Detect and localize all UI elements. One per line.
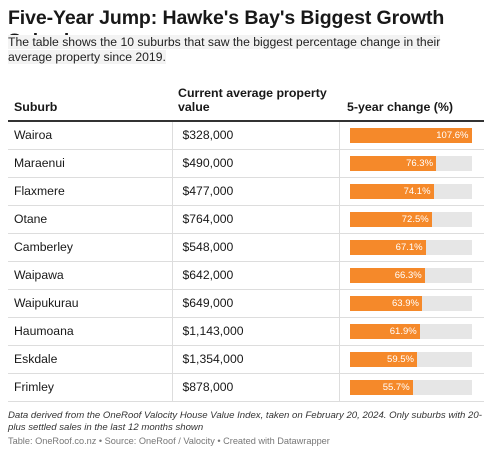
table-row: Wairoa $328,000 107.6% bbox=[8, 121, 484, 150]
suburb-cell: Flaxmere bbox=[8, 177, 172, 206]
suburb-cell: Eskdale bbox=[8, 345, 172, 374]
bar-fill bbox=[349, 211, 432, 227]
bar-value-label: 63.9% bbox=[392, 297, 419, 309]
suburb-cell: Otane bbox=[8, 205, 172, 234]
suburb-cell: Maraenui bbox=[8, 149, 172, 178]
table-row: Waipawa $642,000 66.3% bbox=[8, 261, 484, 290]
bar-value-label: 59.5% bbox=[387, 353, 414, 365]
bar-value-label: 72.5% bbox=[401, 213, 429, 225]
bar-track: 72.5% bbox=[349, 211, 472, 227]
bar-track: 61.9% bbox=[349, 323, 472, 339]
bar-track: 59.5% bbox=[349, 351, 472, 367]
bar-value-label: 76.3% bbox=[406, 157, 434, 169]
suburb-cell: Camberley bbox=[8, 233, 172, 262]
change-cell: 59.5% bbox=[338, 345, 484, 374]
bar-fill bbox=[349, 239, 426, 255]
change-cell: 107.6% bbox=[338, 121, 484, 150]
chart-source: Table: OneRoof.co.nz • Source: OneRoof /… bbox=[8, 436, 330, 446]
change-cell: 61.9% bbox=[338, 317, 484, 346]
suburb-cell: Waipawa bbox=[8, 261, 172, 290]
growth-table: Suburb Current average property value 5-… bbox=[8, 80, 484, 402]
table-row: Haumoana $1,143,000 61.9% bbox=[8, 317, 484, 346]
bar-fill bbox=[349, 267, 425, 283]
suburb-cell: Frimley bbox=[8, 373, 172, 402]
change-cell: 66.3% bbox=[338, 261, 484, 290]
bar-value-label: 61.9% bbox=[389, 325, 417, 337]
chart-subtitle-text: The table shows the 10 suburbs that saw … bbox=[8, 35, 441, 64]
bar-value-label: 55.7% bbox=[382, 381, 410, 393]
bar-fill bbox=[349, 155, 436, 171]
table-header-row: Suburb Current average property value 5-… bbox=[8, 80, 484, 122]
bar-value-label: 107.6% bbox=[436, 129, 469, 141]
price-cell: $1,354,000 bbox=[171, 345, 339, 374]
bar-fill bbox=[349, 295, 422, 311]
table-row: Flaxmere $477,000 74.1% bbox=[8, 177, 484, 206]
suburb-cell: Waipukurau bbox=[8, 289, 172, 318]
change-cell: 63.9% bbox=[338, 289, 484, 318]
change-cell: 55.7% bbox=[338, 373, 484, 402]
table-body: Wairoa $328,000 107.6% Maraenui $490,000 76.3… bbox=[8, 121, 484, 402]
price-cell: $328,000 bbox=[171, 121, 339, 150]
table-row: Camberley $548,000 67.1% bbox=[8, 233, 484, 262]
bar-track: 107.6% bbox=[349, 127, 472, 143]
bar-fill bbox=[349, 379, 413, 395]
bar-track: 74.1% bbox=[349, 183, 472, 199]
column-header-suburb: Suburb bbox=[8, 80, 172, 122]
price-cell: $649,000 bbox=[171, 289, 339, 318]
suburb-cell: Wairoa bbox=[8, 121, 172, 150]
price-cell: $764,000 bbox=[171, 205, 339, 234]
price-cell: $490,000 bbox=[171, 149, 339, 178]
table-row: Otane $764,000 72.5% bbox=[8, 205, 484, 234]
bar-value-label: 66.3% bbox=[394, 269, 422, 281]
bar-value-label: 67.1% bbox=[395, 241, 423, 253]
column-header-change: 5-year change (%) bbox=[339, 80, 484, 122]
bar-fill bbox=[349, 351, 417, 367]
chart-notes: Data derived from the OneRoof Valocity H… bbox=[8, 410, 482, 433]
table-row: Frimley $878,000 55.7% bbox=[8, 373, 484, 402]
change-cell: 67.1% bbox=[338, 233, 484, 262]
bar-fill bbox=[349, 183, 434, 199]
column-header-price: Current average property value bbox=[172, 80, 339, 122]
bar-fill bbox=[349, 127, 472, 143]
bar-track: 66.3% bbox=[349, 267, 472, 283]
table-row: Maraenui $490,000 76.3% bbox=[8, 149, 484, 178]
suburb-cell: Haumoana bbox=[8, 317, 172, 346]
price-cell: $548,000 bbox=[171, 233, 339, 262]
bar-track: 67.1% bbox=[349, 239, 472, 255]
change-cell: 76.3% bbox=[338, 149, 484, 178]
bar-track: 55.7% bbox=[349, 379, 472, 395]
chart-subtitle: The table shows the 10 suburbs that saw … bbox=[8, 35, 484, 65]
bar-track: 63.9% bbox=[349, 295, 472, 311]
change-cell: 74.1% bbox=[338, 177, 484, 206]
price-cell: $1,143,000 bbox=[171, 317, 339, 346]
price-cell: $642,000 bbox=[171, 261, 339, 290]
bar-value-label: 74.1% bbox=[403, 185, 431, 197]
change-cell: 72.5% bbox=[338, 205, 484, 234]
table-row: Waipukurau $649,000 63.9% bbox=[8, 289, 484, 318]
table-row: Eskdale $1,354,000 59.5% bbox=[8, 345, 484, 374]
bar-fill bbox=[349, 323, 420, 339]
price-cell: $477,000 bbox=[171, 177, 339, 206]
price-cell: $878,000 bbox=[171, 373, 339, 402]
bar-track: 76.3% bbox=[349, 155, 472, 171]
